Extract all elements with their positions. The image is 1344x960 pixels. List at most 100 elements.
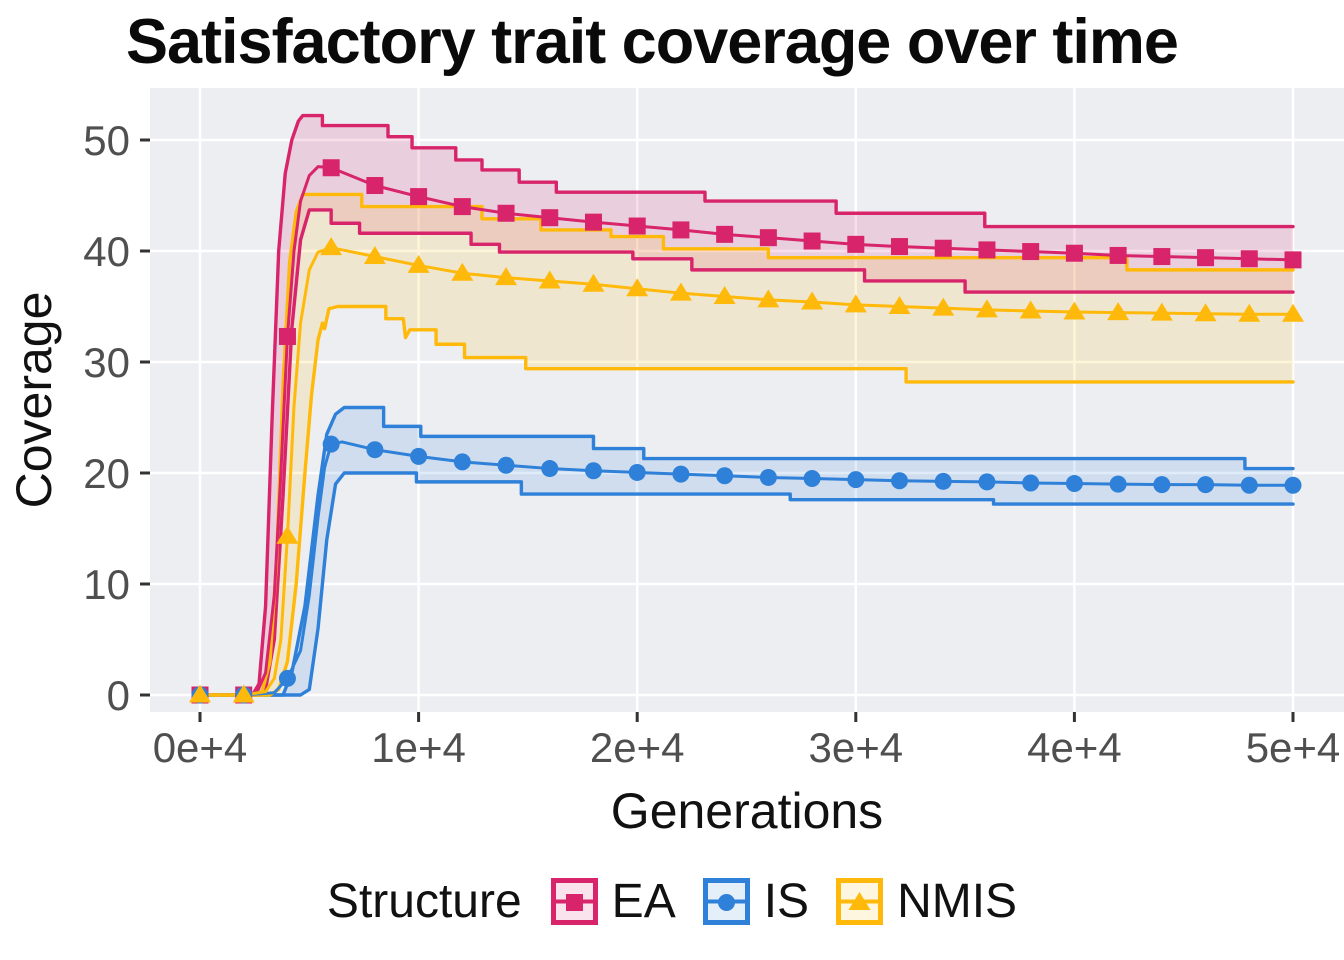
NMIS-marker — [363, 246, 386, 265]
EA-marker — [584, 213, 602, 231]
EA-marker — [541, 209, 559, 227]
EA-marker — [410, 188, 428, 206]
legend-item-is-label: IS — [763, 874, 810, 928]
NMIS-marker — [1194, 303, 1217, 322]
legend-item-nmis-label: NMIS — [897, 874, 1018, 928]
NMIS-marker — [1282, 303, 1304, 322]
y-tick-label: 30 — [83, 339, 130, 386]
IS-marker — [672, 465, 690, 483]
IS-marker — [541, 460, 559, 478]
EA-marker — [716, 225, 734, 243]
EA-marker — [1153, 248, 1171, 266]
NMIS-legend-marker — [848, 891, 871, 910]
NMIS-marker — [276, 525, 299, 544]
IS-marker — [497, 456, 515, 474]
EA-marker — [497, 204, 515, 222]
IS-marker — [1153, 476, 1171, 494]
EA-marker — [672, 221, 690, 239]
NMIS-marker — [1150, 302, 1173, 321]
IS-marker — [1284, 476, 1302, 494]
x-tick-label: 2e+4 — [590, 724, 685, 771]
EA-marker — [1197, 249, 1215, 267]
x-axis-title: Generations — [610, 783, 884, 839]
IS-marker — [1022, 474, 1040, 492]
NMIS-marker — [757, 289, 780, 308]
NMIS-marker — [975, 299, 998, 318]
x-tick-label: 1e+4 — [371, 724, 466, 771]
y-tick-label: 10 — [83, 561, 130, 608]
NMIS-marker — [495, 267, 518, 286]
y-axis-title: Coverage — [6, 291, 62, 509]
ea-square-marker-icon — [550, 877, 598, 925]
NMIS-marker — [1238, 303, 1261, 322]
NMIS-marker — [1063, 301, 1086, 320]
markers-NMIS — [189, 237, 1304, 703]
y-tick-label: 50 — [83, 117, 130, 164]
chart-title: Satisfactory trait coverage over time — [126, 7, 1179, 77]
IS-marker — [628, 463, 646, 481]
EA-legend-marker — [565, 893, 583, 911]
nmis-triangle-marker-icon — [836, 877, 884, 925]
EA-marker — [759, 229, 777, 247]
upper-bound-EA — [198, 113, 1295, 697]
IS-marker — [453, 453, 471, 471]
markers-IS — [191, 435, 1302, 704]
mean-line-EA — [198, 165, 1295, 697]
is-circle-marker-icon — [702, 877, 750, 925]
legend-item-ea-label: EA — [611, 874, 676, 928]
EA-marker — [847, 235, 865, 253]
EA-marker — [891, 238, 909, 256]
EA-marker — [628, 217, 646, 235]
IS-marker — [278, 669, 296, 687]
NMIS-marker — [669, 282, 692, 301]
IS-legend-marker — [717, 893, 735, 911]
x-tick-label: 5e+4 — [1246, 724, 1341, 771]
NMIS-marker — [713, 286, 736, 305]
EA-marker — [322, 159, 340, 177]
NMIS-marker — [232, 684, 255, 703]
plot-panel — [150, 88, 1344, 712]
IS-marker — [1109, 475, 1127, 493]
EA-marker — [1022, 243, 1040, 261]
NMIS-marker — [932, 297, 955, 316]
legend-title: Structure — [326, 874, 522, 928]
ribbon-IS — [200, 407, 1293, 695]
NMIS-marker — [538, 270, 561, 289]
NMIS-marker — [320, 237, 343, 256]
legend: Structure EA IS NMIS — [0, 866, 1344, 936]
EA-marker — [803, 232, 821, 250]
upper-bound-IS — [198, 405, 1295, 697]
NMIS-marker — [189, 684, 211, 703]
NMIS-marker — [1019, 300, 1042, 319]
IS-marker — [1197, 476, 1215, 494]
NMIS-marker — [1107, 302, 1130, 321]
EA-marker — [366, 177, 384, 195]
IS-marker — [847, 471, 865, 489]
IS-marker — [803, 470, 821, 488]
IS-marker — [366, 441, 384, 459]
EA-marker — [934, 239, 952, 257]
NMIS-marker — [582, 273, 605, 292]
IS-marker — [716, 467, 734, 485]
legend-key-glyph — [555, 893, 593, 911]
x-tick-label: 4e+4 — [1027, 724, 1122, 771]
legend-item-nmis: NMIS — [836, 874, 1017, 929]
legend-item-is: IS — [702, 874, 810, 929]
IS-marker — [934, 472, 952, 490]
IS-marker — [584, 462, 602, 480]
NMIS-marker — [844, 294, 867, 313]
ribbon-EA — [200, 115, 1293, 695]
IS-marker — [759, 468, 777, 486]
IS-marker — [322, 435, 340, 453]
y-tick-label: 20 — [83, 450, 130, 497]
legend-key-glyph — [707, 893, 745, 911]
IS-marker — [891, 472, 909, 490]
x-tick-label: 3e+4 — [808, 724, 903, 771]
EA-marker — [278, 327, 296, 345]
NMIS-marker — [888, 296, 911, 314]
ribbon-NMIS — [200, 194, 1293, 695]
EA-marker — [1065, 244, 1083, 262]
legend-item-ea: EA — [550, 874, 676, 929]
y-tick-label: 0 — [107, 672, 130, 719]
